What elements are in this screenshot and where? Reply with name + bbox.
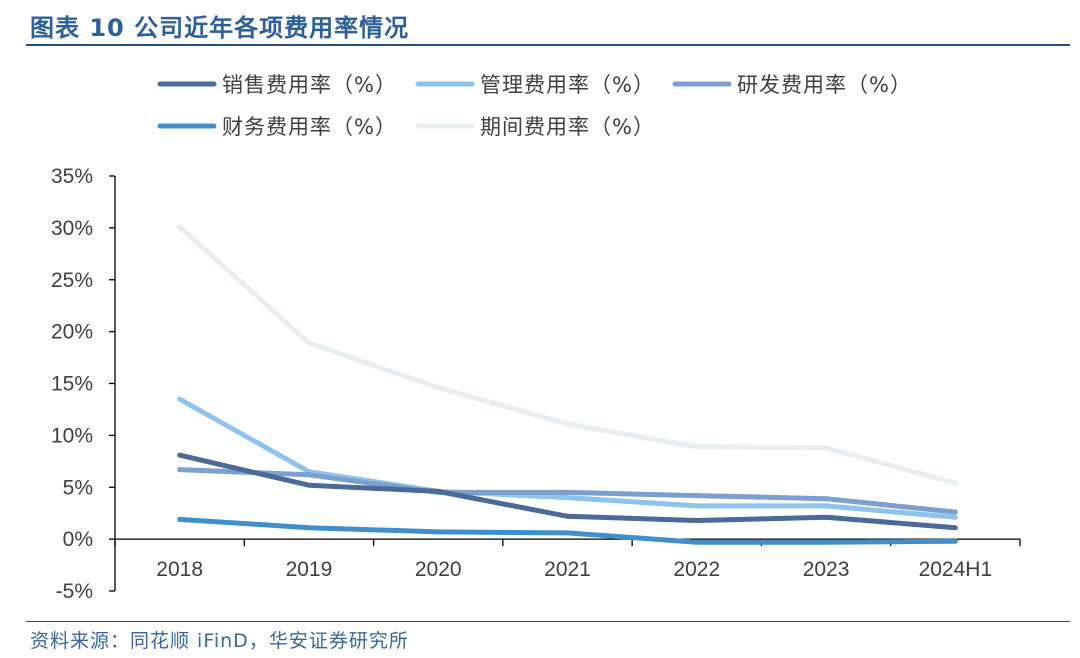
data-point bbox=[435, 488, 441, 494]
y-tick-label: 20% bbox=[51, 321, 93, 344]
data-point bbox=[694, 493, 700, 499]
data-point bbox=[823, 539, 829, 545]
legend: 销售费用率（%） 管理费用率（%） 研发费用率（%） 财务费用率（%） 期间费用率（%） bbox=[157, 73, 912, 139]
series-line bbox=[177, 224, 957, 486]
data-point bbox=[306, 482, 312, 488]
series-group bbox=[177, 224, 958, 545]
data-point bbox=[435, 529, 441, 535]
x-tick-label: 2018 bbox=[156, 558, 203, 581]
data-point bbox=[435, 385, 441, 391]
x-tick-label: 2021 bbox=[544, 558, 591, 581]
y-tick-label: 15% bbox=[51, 373, 93, 396]
data-point bbox=[952, 509, 958, 515]
x-tick-label: 2022 bbox=[673, 558, 720, 581]
data-point bbox=[565, 489, 570, 495]
data-point bbox=[694, 517, 700, 523]
y-tick-label: -5% bbox=[56, 580, 93, 603]
data-point bbox=[823, 445, 829, 451]
x-tick-label: 2023 bbox=[803, 558, 850, 581]
data-point bbox=[823, 503, 829, 509]
source-note: 资料来源：同花顺 iFinD，华安证券研究所 bbox=[30, 630, 409, 652]
legend-label: 期间费用率（%） bbox=[480, 115, 655, 139]
footer-rule bbox=[26, 621, 1070, 622]
chart-title: 图表 10 公司近年各项费用率情况 bbox=[30, 14, 410, 42]
title-rule bbox=[26, 44, 1070, 46]
data-point bbox=[694, 444, 700, 450]
legend-label: 管理费用率（%） bbox=[480, 73, 655, 97]
data-point bbox=[565, 530, 570, 536]
data-point bbox=[952, 514, 958, 520]
data-point bbox=[823, 514, 829, 520]
data-point bbox=[306, 525, 312, 531]
data-point bbox=[823, 496, 829, 502]
data-point bbox=[177, 467, 183, 473]
data-point bbox=[177, 224, 183, 230]
x-tick-label: 2024H1 bbox=[919, 558, 993, 581]
legend-label: 研发费用率（%） bbox=[737, 73, 912, 97]
data-point bbox=[694, 503, 700, 509]
data-point bbox=[952, 480, 958, 486]
data-point bbox=[177, 452, 183, 458]
y-tick-label: 30% bbox=[51, 217, 93, 240]
y-tick-label: 5% bbox=[63, 476, 93, 499]
data-point bbox=[306, 340, 312, 346]
data-point bbox=[565, 513, 570, 519]
y-tick-label: 35% bbox=[51, 165, 93, 188]
data-point bbox=[177, 516, 183, 522]
y-tick-label: 10% bbox=[51, 424, 93, 447]
data-point bbox=[565, 421, 570, 427]
legend-label: 销售费用率（%） bbox=[222, 73, 397, 97]
legend-label: 财务费用率（%） bbox=[222, 115, 397, 139]
data-point bbox=[306, 472, 312, 478]
data-point bbox=[177, 396, 183, 402]
y-tick-label: 25% bbox=[51, 269, 93, 292]
x-tick-label: 2020 bbox=[415, 558, 462, 581]
data-point bbox=[694, 539, 700, 545]
data-point bbox=[565, 495, 570, 501]
data-point bbox=[952, 525, 958, 531]
axes: -5% 0% 5% 10% 15% 20% 25% 30% 35% 2018 2019 2020 202… bbox=[51, 165, 1021, 603]
x-tick-label: 2019 bbox=[286, 558, 333, 581]
data-point bbox=[952, 538, 958, 544]
y-tick-label: 0% bbox=[63, 528, 93, 551]
